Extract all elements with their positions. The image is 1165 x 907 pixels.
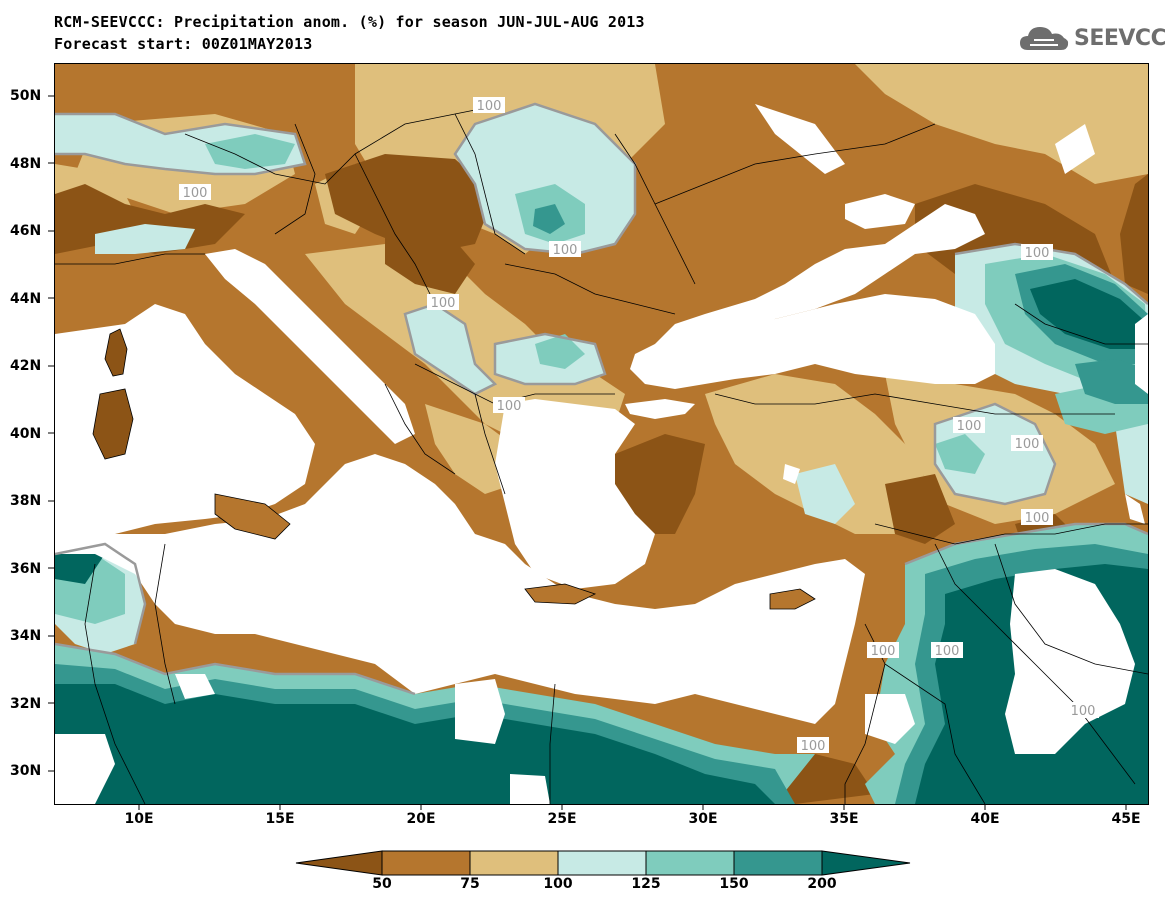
- contour-label: 100: [477, 99, 502, 114]
- colorbar-label: 75: [460, 876, 480, 892]
- lat-label: 44N: [10, 290, 42, 307]
- cloud-icon: [1020, 27, 1069, 50]
- lat-label: 36N: [10, 560, 42, 577]
- colorbar-bin: [295, 850, 383, 876]
- lat-label: 34N: [10, 628, 42, 644]
- contour-label: 100: [497, 399, 522, 414]
- colorbar-label: 200: [807, 876, 837, 892]
- map-title: RCM-SEEVCCC: Precipitation anom. (%) for…: [54, 13, 645, 31]
- forecast-start: Forecast start: 00Z01MAY2013: [54, 35, 313, 53]
- colorbar: [295, 850, 911, 876]
- lon-label: 30E: [688, 811, 718, 827]
- contour-label: 100: [431, 296, 456, 311]
- seevccc-logo: SEEVCCC: [1018, 22, 1165, 54]
- lat-label: 40N: [10, 425, 42, 442]
- contour-label: 100: [957, 419, 982, 434]
- lon-label: 15E: [265, 811, 295, 827]
- contour-label: 100: [1015, 437, 1040, 452]
- contour-label: 100: [871, 644, 896, 659]
- lat-label: 38N: [10, 493, 42, 509]
- lon-label: 20E: [406, 811, 436, 827]
- lat-label: 42N: [10, 358, 42, 374]
- colorbar-bin: [469, 850, 559, 876]
- lon-label: 40E: [970, 811, 1000, 827]
- contour-label: 100: [1071, 704, 1096, 719]
- contour-label: 100: [183, 186, 208, 201]
- contour-label: 100: [1025, 246, 1050, 261]
- colorbar-bin: [821, 850, 911, 876]
- lat-label: 48N: [10, 155, 42, 172]
- lon-label: 35E: [829, 811, 859, 827]
- lat-label: 32N: [10, 695, 42, 712]
- colorbar-bin: [645, 850, 735, 876]
- contour-label: 100: [935, 644, 960, 659]
- colorbar-label: 125: [631, 876, 661, 892]
- colorbar-bin: [381, 850, 471, 876]
- lat-label: 50N: [10, 88, 42, 104]
- map-area: 100 100 100 100 100 100 100 100 100 100 …: [54, 63, 1149, 805]
- contour-label: 100: [1025, 511, 1050, 526]
- lat-label: 46N: [10, 223, 42, 239]
- logo-text: SEEVCCC: [1074, 25, 1165, 51]
- lon-label: 45E: [1111, 811, 1141, 827]
- contour-label: 100: [553, 243, 578, 258]
- colorbar-label: 150: [719, 876, 749, 892]
- colorbar-bin: [557, 850, 647, 876]
- colorbar-label: 100: [543, 876, 573, 892]
- lon-label: 25E: [547, 811, 577, 827]
- colorbar-bin: [733, 850, 823, 876]
- colorbar-label: 50: [372, 876, 392, 892]
- contour-label: 100: [801, 739, 826, 754]
- lat-label: 30N: [10, 763, 42, 779]
- precipitation-map: 100 100 100 100 100 100 100 100 100 100 …: [55, 64, 1148, 804]
- lon-label: 10E: [124, 811, 154, 827]
